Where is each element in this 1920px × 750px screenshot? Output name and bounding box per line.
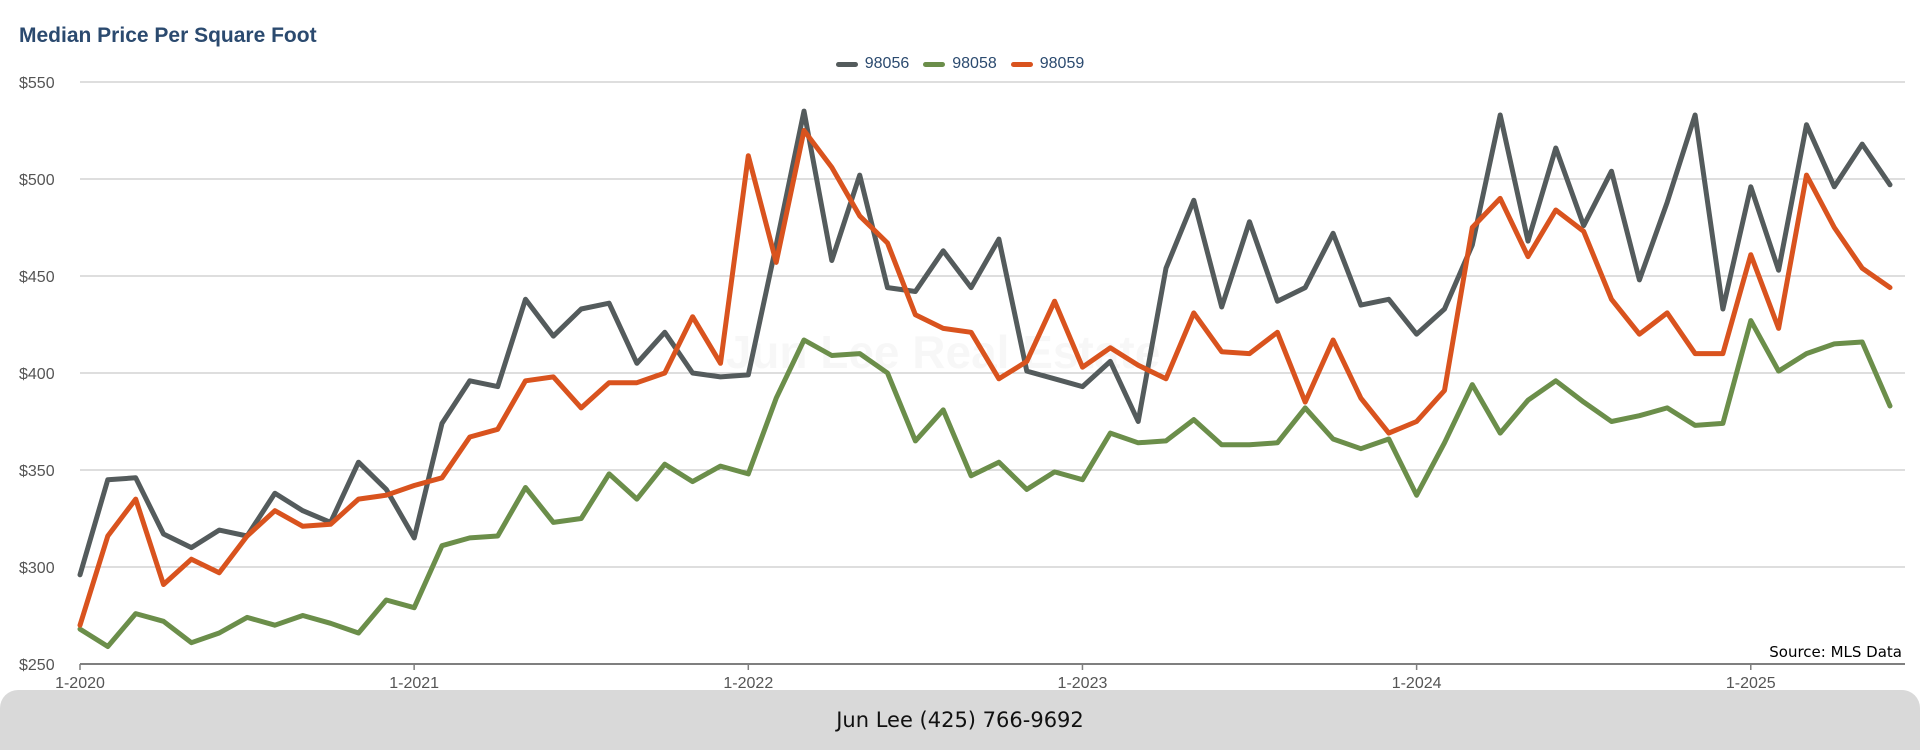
x-tick-label: 1-2025 (1726, 675, 1776, 690)
x-tick-label: 1-2021 (389, 675, 439, 690)
footer-bar: Jun Lee (425) 766-9692 (0, 690, 1920, 750)
y-tick-label: $300 (19, 560, 55, 577)
legend-swatch-98058 (923, 61, 946, 67)
legend-item-98058[interactable]: 98058 (923, 55, 997, 73)
source-note: Source: MLS Data (1769, 643, 1902, 661)
y-tick-label: $500 (19, 172, 55, 189)
series-line-98056 (77, 108, 1893, 578)
legend-swatch-98059 (1010, 61, 1033, 67)
legend-item-98056[interactable]: 98056 (835, 55, 910, 73)
legend-swatch-98056 (835, 61, 858, 67)
y-tick-label: $350 (19, 463, 55, 480)
footer-contact: Jun Lee (425) 766-9692 (836, 708, 1084, 732)
series-line-98059 (77, 128, 1893, 628)
y-tick-label: $250 (19, 657, 55, 674)
x-tick-label: 1-2024 (1392, 675, 1442, 690)
chart-legend: 98056 98058 98059 (0, 55, 1920, 73)
x-tick-label: 1-2022 (723, 675, 773, 690)
legend-label-98059: 98059 (1039, 55, 1085, 72)
x-tick-label: 1-2020 (55, 675, 105, 690)
x-tick-label: 1-2023 (1058, 675, 1108, 690)
y-tick-label: $550 (19, 75, 55, 92)
legend-item-98059[interactable]: 98059 (1010, 55, 1085, 73)
series-line-98058 (77, 318, 1893, 649)
line-chart: Jun Lee Real Estate $550$500$450$400$350… (19, 75, 1905, 690)
chart-title: Median Price Per Square Foot (19, 24, 317, 47)
y-tick-label: $400 (19, 366, 55, 383)
legend-label-98056: 98056 (864, 55, 910, 72)
legend-label-98058: 98058 (952, 55, 997, 72)
y-tick-label: $450 (19, 269, 55, 286)
series-lines (77, 108, 1893, 649)
